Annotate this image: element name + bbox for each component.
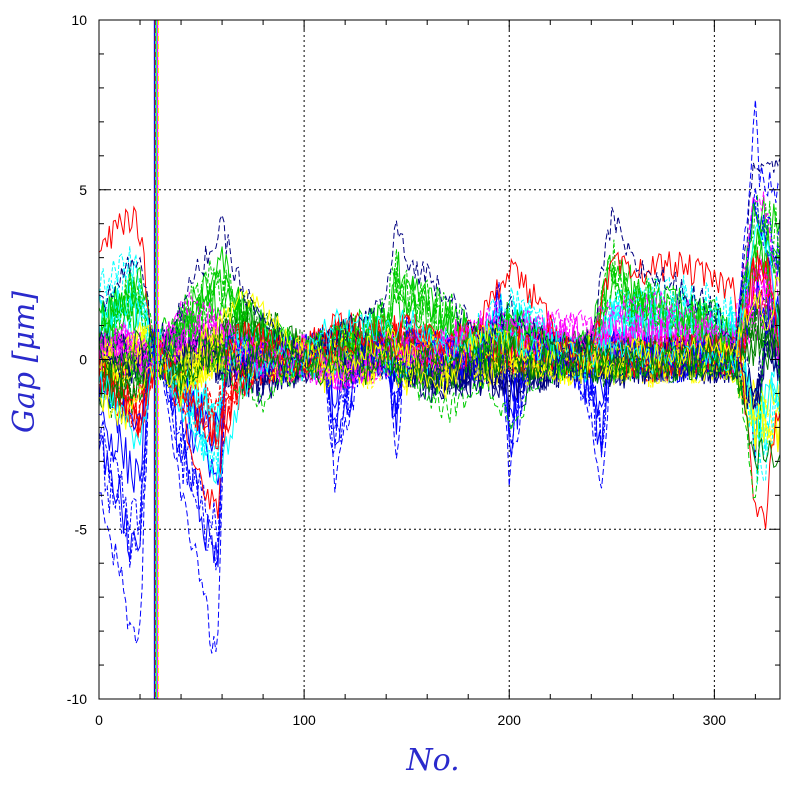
series-line: [98, 191, 781, 390]
series-lines: [98, 20, 781, 699]
y-tick-label: 5: [79, 182, 87, 198]
y-tick-label: -10: [67, 691, 87, 707]
x-tick-label: 300: [703, 712, 727, 728]
grid-lines: [99, 20, 780, 699]
series-line: [98, 222, 781, 485]
y-axis-title: Gap [μm]: [7, 291, 42, 433]
axis-ticks: 0 100 200 300 -10 -5 0 5 10: [67, 12, 780, 728]
series-line: [98, 205, 781, 530]
series-line: [98, 222, 781, 379]
series-line: [98, 261, 781, 499]
series-line: [98, 328, 781, 471]
series-line: [98, 196, 781, 379]
y-tick-label: 10: [71, 12, 87, 28]
series-line: [98, 265, 781, 391]
series-line: [98, 257, 781, 450]
y-tick-label: -5: [75, 521, 88, 537]
x-tick-label: 100: [292, 712, 316, 728]
series-line: [98, 233, 781, 378]
series-line: [98, 246, 781, 485]
series-line: [98, 157, 781, 378]
y-tick-label: 0: [79, 352, 87, 368]
x-tick-label: 0: [95, 712, 103, 728]
x-tick-label: 200: [498, 712, 522, 728]
x-axis-title: No.: [405, 743, 459, 778]
